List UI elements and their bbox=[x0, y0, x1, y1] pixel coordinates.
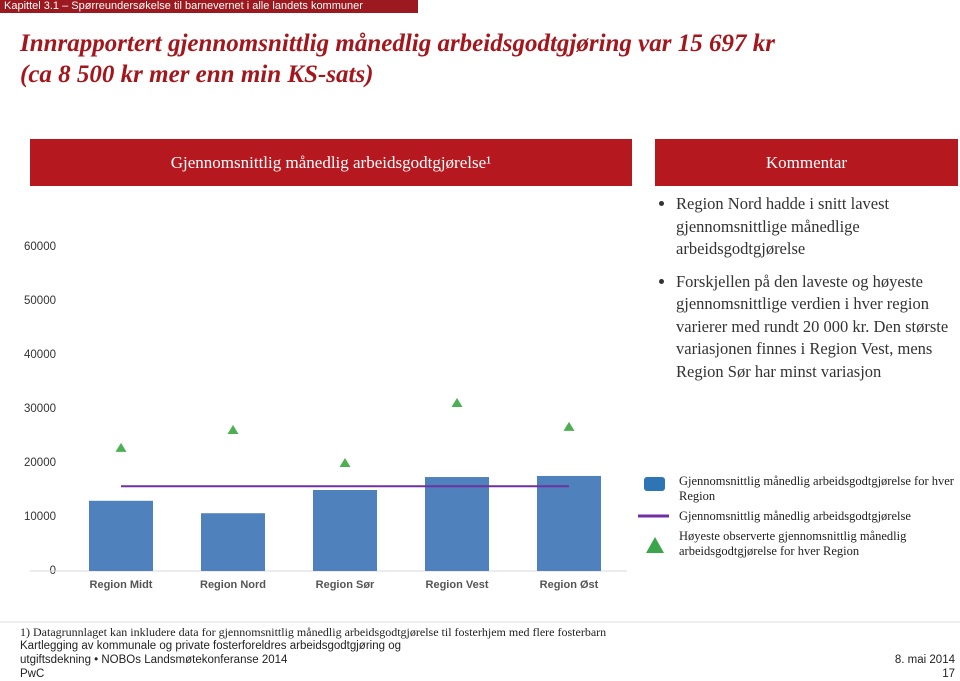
date: 8. mai 2014 bbox=[894, 654, 955, 666]
max-marker bbox=[115, 442, 127, 452]
comment-list: Region Nord hadde i snitt lavest gjennom… bbox=[656, 193, 956, 383]
footer-right: 8. mai 2014 17 bbox=[895, 653, 955, 681]
comment: Forskjellen på den laveste og høyeste gj… bbox=[676, 271, 956, 384]
y-tick-label: 50000 bbox=[24, 295, 56, 307]
bar bbox=[201, 513, 265, 571]
y-tick-label: 60000 bbox=[24, 241, 56, 253]
x-tick-label: Region Sør bbox=[316, 579, 375, 591]
max-marker bbox=[227, 425, 239, 435]
legend-swatch bbox=[644, 477, 665, 491]
chart-title: Gjennomsnittlig månedlig arbeidsgodtgjør… bbox=[30, 139, 632, 186]
title-line: (ca 8 500 kr mer enn min KS-sats) bbox=[20, 61, 374, 88]
chapter-bar: Kapittel 3.1 – Spørreundersøkelse til ba… bbox=[0, 0, 418, 13]
bar bbox=[89, 500, 153, 571]
y-tick-label: 30000 bbox=[24, 403, 56, 415]
slide-title: Innrapportert gjennomsnittlig månedlig a… bbox=[20, 28, 775, 90]
legend-label: Gjennomsnittlig månedlig arbeidsgodtgjør… bbox=[679, 509, 911, 523]
x-tick-label: Region Øst bbox=[540, 579, 599, 591]
comments: Region Nord hadde i snitt lavest gjennom… bbox=[656, 193, 956, 393]
x-tick-label: Region Nord bbox=[200, 579, 266, 591]
x-tick-label: Region Midt bbox=[90, 579, 153, 591]
comment-title: Kommentar bbox=[655, 139, 958, 186]
y-tick-label: 10000 bbox=[24, 511, 56, 523]
bar bbox=[313, 490, 377, 571]
footnote: 1) Datagrunnlaget kan inkludere data for… bbox=[20, 625, 607, 639]
legend-label: Gjennomsnittlig månedlig arbeidsgodtgjør… bbox=[679, 474, 954, 503]
legend-swatch bbox=[646, 537, 664, 553]
legend-label: Høyeste observerte gjennomsnittlig måned… bbox=[679, 529, 907, 558]
company: PwC bbox=[20, 668, 45, 680]
bar bbox=[537, 475, 601, 571]
bar bbox=[425, 477, 489, 571]
chapter: Kapittel 3.1 – Spørreundersøkelse til ba… bbox=[4, 0, 363, 12]
source-line: utgiftsdekning • NOBOs Landsmøtekonferan… bbox=[20, 654, 288, 666]
x-tick-label: Region Vest bbox=[426, 579, 489, 591]
page-number: 17 bbox=[942, 668, 955, 680]
max-marker bbox=[451, 398, 463, 408]
comment: Region Nord hadde i snitt lavest gjennom… bbox=[676, 193, 956, 261]
footer-source: Kartlegging av kommunale og private fost… bbox=[20, 639, 401, 681]
y-tick-label: 20000 bbox=[24, 457, 56, 469]
title-line: Innrapportert gjennomsnittlig månedlig a… bbox=[20, 30, 775, 57]
max-marker bbox=[339, 458, 351, 467]
y-tick-label: 40000 bbox=[24, 349, 56, 361]
max-marker bbox=[563, 421, 575, 431]
source-line: Kartlegging av kommunale og private fost… bbox=[20, 640, 401, 652]
